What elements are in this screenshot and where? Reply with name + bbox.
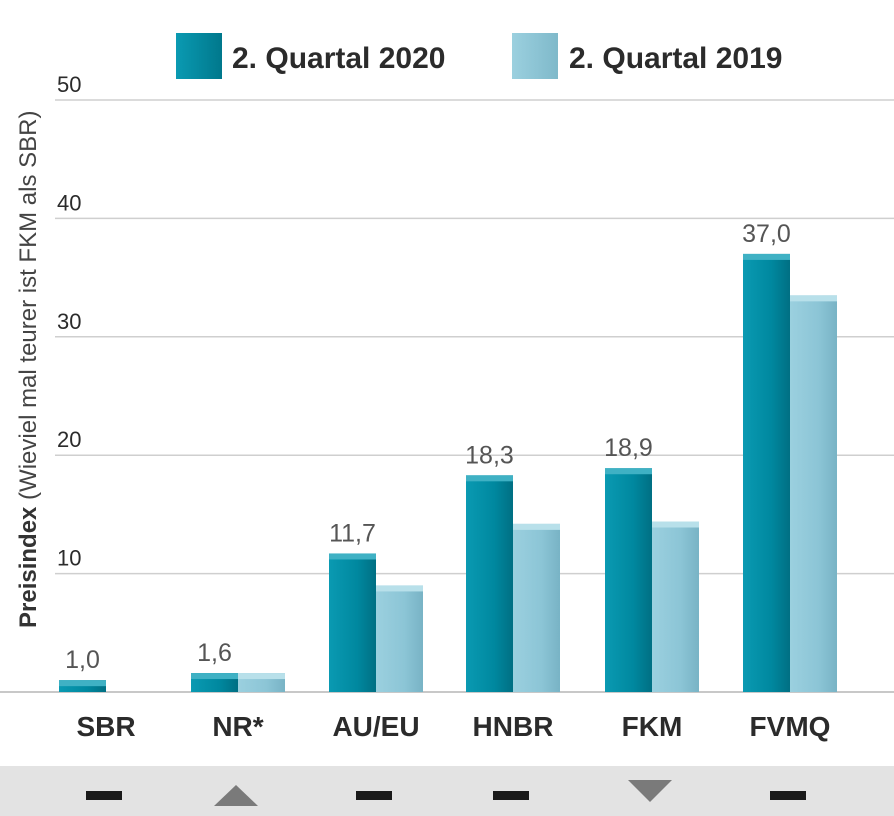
category-label-1: NR* [212, 711, 263, 742]
y-tick-label-50: 50 [57, 72, 81, 97]
labels-layer: 1,0 1,6 11,7 18,3 18,9 37,0 SBR NR* AU/EU HNBR FKM… [65, 220, 830, 742]
grid-layer: 10 20 30 40 50 [0, 72, 894, 693]
bar-2020-aueu [329, 553, 376, 692]
category-label-0: SBR [76, 711, 135, 742]
y-axis-title-bold: Preisindex [15, 500, 42, 628]
bar-2020-nr [191, 673, 238, 692]
y-axis-title-group: Preisindex (Wieviel mal teurer ist FKM a… [15, 111, 42, 628]
trend-flat-icon-2 [356, 791, 392, 800]
bar-2019-hnbr [513, 523, 560, 692]
y-tick-label-30: 30 [57, 309, 81, 334]
category-label-5: FVMQ [750, 711, 831, 742]
trend-flat-icon-3 [493, 791, 529, 800]
y-tick-label-10: 10 [57, 546, 81, 571]
y-tick-label-20: 20 [57, 427, 81, 452]
value-label-0: 1,0 [65, 646, 100, 674]
value-label-4: 18,9 [604, 434, 653, 462]
category-label-3: HNBR [473, 711, 554, 742]
category-label-2: AU/EU [332, 711, 419, 742]
bar-2019-fkm [652, 521, 699, 692]
trend-up-icon-1 [214, 785, 258, 806]
value-label-1: 1,6 [197, 639, 232, 667]
y-axis-title-detail: (Wieviel mal teurer ist FKM als SBR) [15, 111, 42, 500]
bar-2020-fvmq [743, 253, 790, 693]
value-label-2: 11,7 [329, 519, 376, 547]
category-label-4: FKM [622, 711, 683, 742]
legend-label-1: 2. Quartal 2019 [569, 42, 782, 75]
legend: 2. Quartal 2020 2. Quartal 2019 [176, 33, 782, 79]
bars-layer [59, 253, 837, 693]
value-label-3: 18,3 [465, 441, 514, 469]
trend-flat-icon-5 [770, 791, 806, 800]
y-axis-title: Preisindex (Wieviel mal teurer ist FKM a… [15, 111, 42, 628]
bar-2019-fvmq [790, 295, 837, 692]
trend-flat-icon-0 [86, 791, 122, 800]
legend-swatch-0 [176, 33, 222, 79]
bar-2020-hnbr [466, 475, 513, 692]
bar-2019-nr [238, 673, 285, 692]
bar-2020-fkm [605, 468, 652, 692]
legend-label-0: 2. Quartal 2020 [232, 42, 445, 75]
legend-swatch-1 [512, 33, 558, 79]
value-label-5: 37,0 [742, 220, 791, 248]
trend-footer [0, 766, 894, 816]
bar-2019-aueu [376, 585, 423, 692]
y-tick-label-40: 40 [57, 190, 81, 215]
trend-strip [0, 766, 894, 816]
bar-2020-sbr [59, 680, 106, 692]
trend-down-icon-4 [628, 780, 672, 802]
